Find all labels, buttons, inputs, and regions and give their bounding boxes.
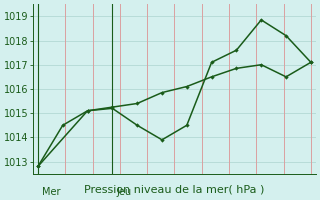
Text: Jeu: Jeu (116, 187, 131, 197)
Text: Mer: Mer (42, 187, 60, 197)
X-axis label: Pression niveau de la mer( hPa ): Pression niveau de la mer( hPa ) (84, 185, 265, 195)
